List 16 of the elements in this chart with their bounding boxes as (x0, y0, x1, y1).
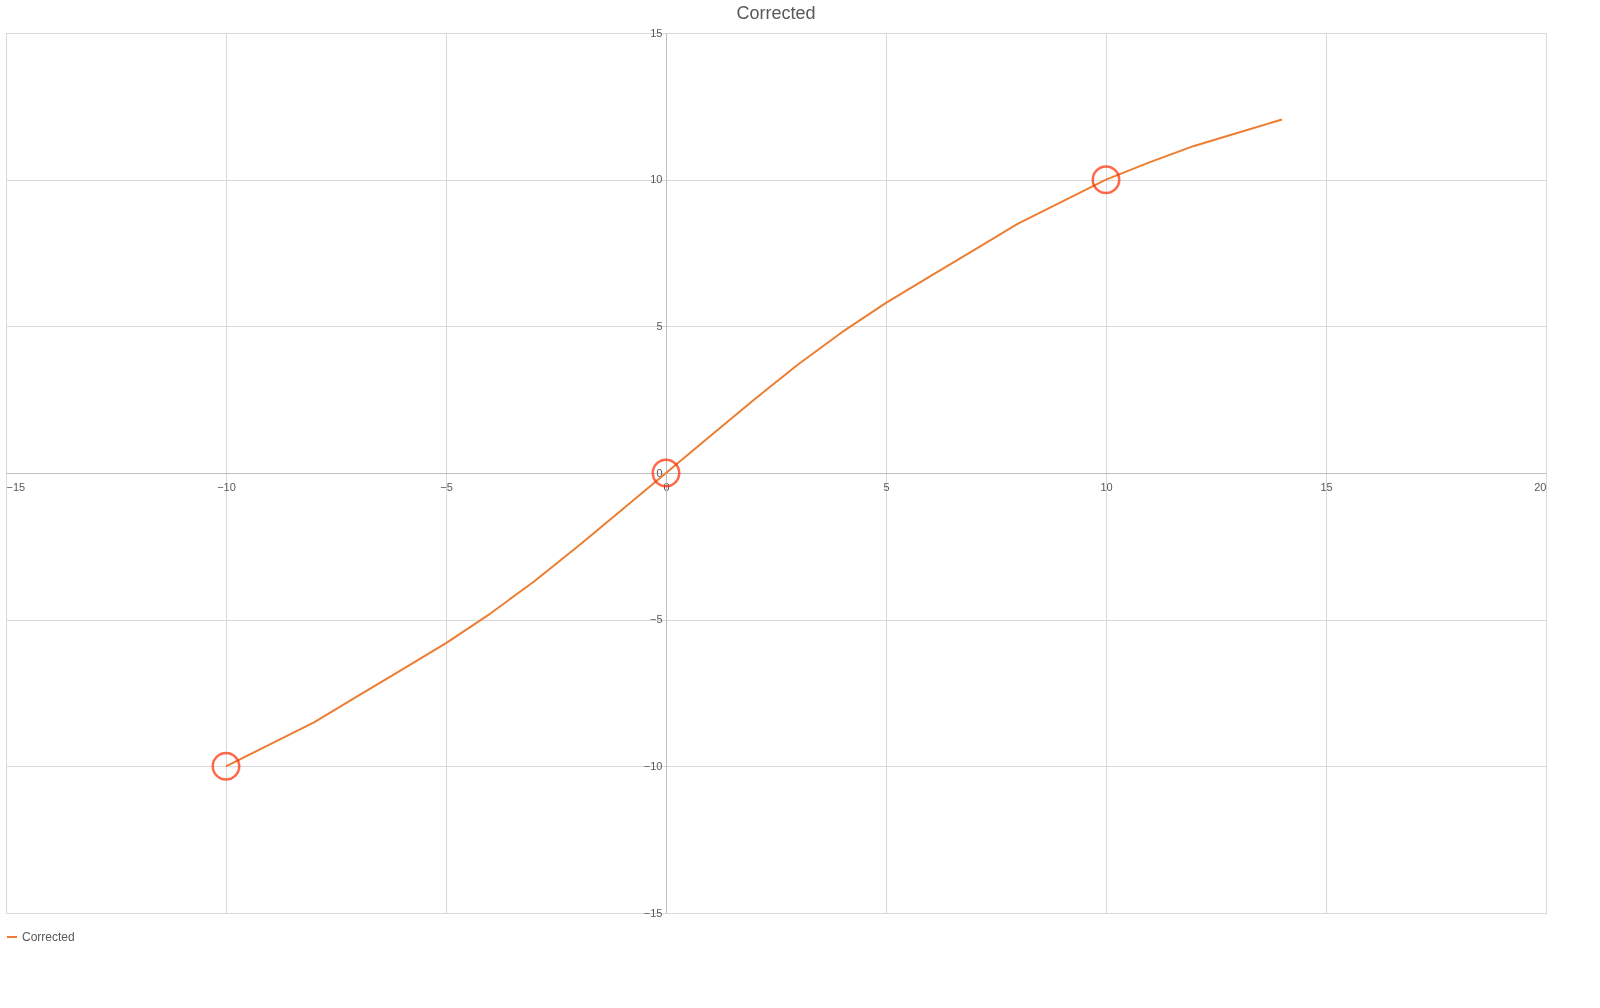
x-tick-label: −5 (440, 480, 453, 493)
y-tick-label: −5 (649, 613, 663, 626)
x-tick-label: 15 (1320, 480, 1333, 493)
x-tick-label: 20 (1534, 480, 1547, 493)
y-tick-label: −10 (643, 759, 663, 772)
y-tick-label: 0 (656, 466, 663, 479)
x-tick-label: −10 (217, 480, 236, 493)
x-tick-label: −15 (6, 480, 26, 493)
y-tick-label: 5 (656, 319, 663, 332)
y-tick-label: 15 (650, 26, 663, 39)
y-tick-label: 10 (650, 173, 663, 186)
x-tick-label: 10 (1100, 480, 1113, 493)
y-tick-label: −15 (643, 906, 663, 919)
x-tick-label: 5 (883, 480, 890, 493)
legend-label: Corrected (22, 930, 75, 944)
chart-title: Corrected (736, 3, 816, 23)
